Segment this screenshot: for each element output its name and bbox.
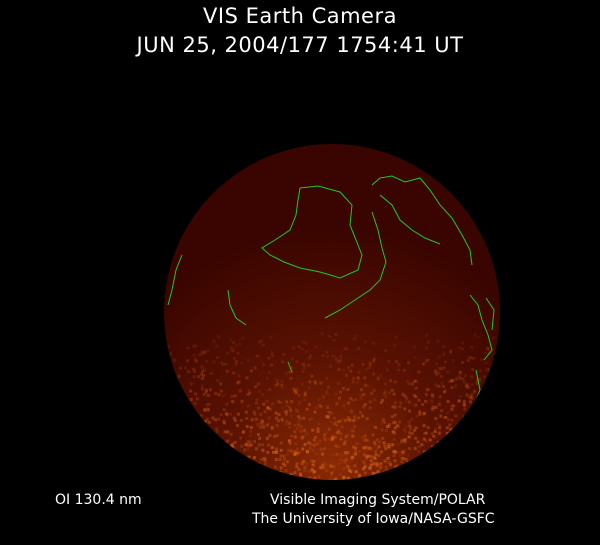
credit-line-2: The University of Iowa/NASA-GSFC <box>252 511 495 527</box>
earth-disk <box>164 144 500 480</box>
wavelength-label: OI 130.4 nm <box>55 492 142 508</box>
credit-line-1: Visible Imaging System/POLAR <box>270 492 486 508</box>
image-title: VIS Earth Camera <box>203 4 397 28</box>
image-timestamp: JUN 25, 2004/177 1754:41 UT <box>136 33 464 57</box>
